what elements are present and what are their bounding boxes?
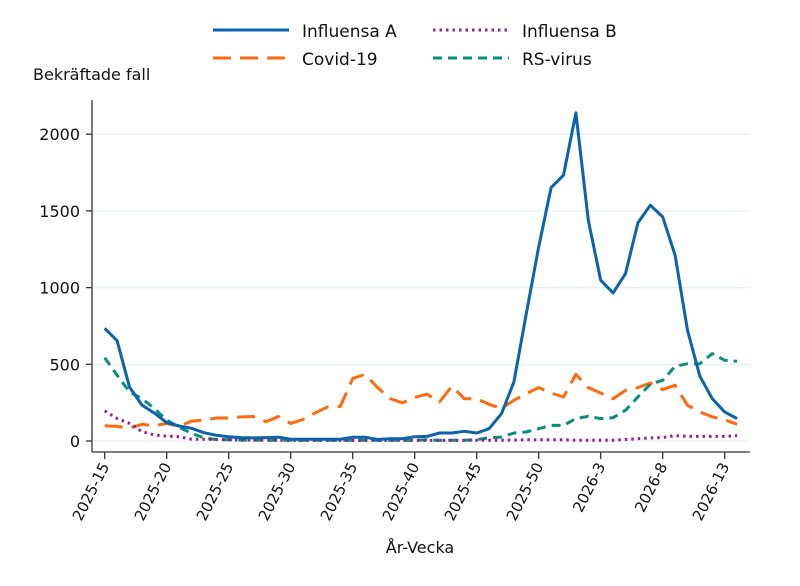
x-axis-label: År-Vecka <box>386 538 454 557</box>
x-tick-label: 2025-25 <box>193 460 237 524</box>
x-tick-label: 2025-45 <box>441 460 485 524</box>
x-tick-label: 2025-35 <box>317 460 361 524</box>
x-tick-label: 2026-3 <box>569 460 609 516</box>
x-tick-label: 2025-50 <box>503 460 547 524</box>
x-tick-label: 2025-40 <box>379 460 423 524</box>
gridlines <box>92 133 750 442</box>
x-tick-label: 2025-30 <box>255 460 299 524</box>
series-line-influensa-a <box>103 111 738 441</box>
y-tick-label: 500 <box>49 355 80 374</box>
x-tick-label: 2025-15 <box>69 460 113 524</box>
legend-label: Influensa B <box>522 22 617 42</box>
legend-label: Influensa A <box>302 22 397 42</box>
y-tick-label: 2000 <box>39 125 80 144</box>
series-lines <box>103 111 738 442</box>
x-tick-label: 2026-13 <box>689 460 733 524</box>
y-tick-label: 0 <box>70 432 80 451</box>
x-tick-label: 2025-20 <box>131 460 175 524</box>
legend-label: Covid-19 <box>302 50 378 70</box>
axes <box>91 100 750 453</box>
y-axis-label: Bekräftade fall <box>33 65 150 84</box>
y-ticks: 0 500 1000 1500 2000 <box>39 125 92 451</box>
y-tick-label: 1500 <box>39 202 80 221</box>
series-line-covid-19 <box>104 372 738 430</box>
x-ticks: 2025-15 2025-20 2025-25 2025-30 2025-35 2025-… <box>69 452 733 524</box>
series-line-influensa-b <box>103 409 738 442</box>
legend: Influensa A Influensa B Covid-19 RS-virus <box>213 22 617 70</box>
x-tick-label: 2026-8 <box>631 460 671 516</box>
y-tick-label: 1000 <box>39 279 80 298</box>
legend-label: RS-virus <box>522 50 592 70</box>
